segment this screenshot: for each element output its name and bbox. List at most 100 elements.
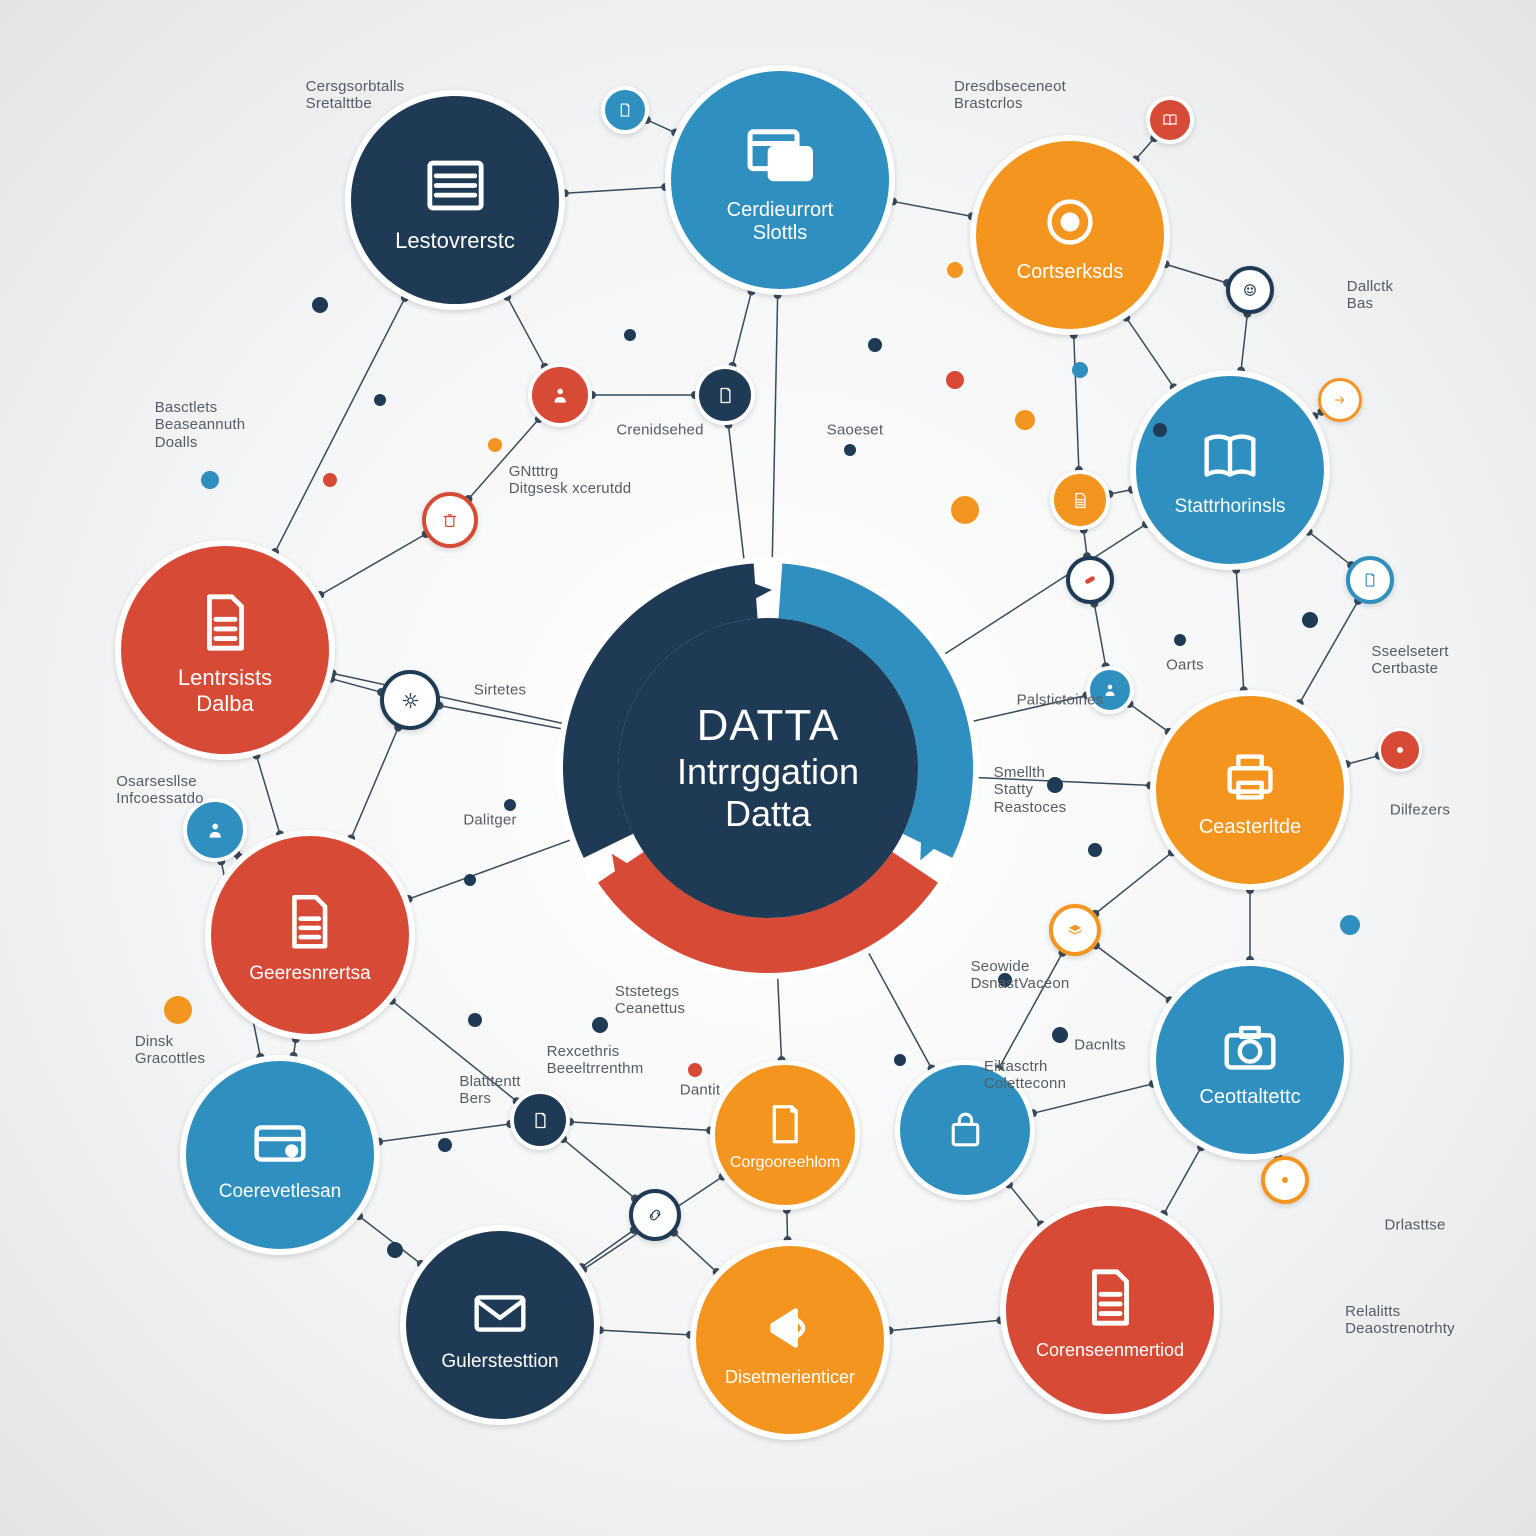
node-s11	[1049, 904, 1101, 956]
bag-icon	[941, 1106, 990, 1155]
node-label: Lentrsists Dalba	[172, 665, 278, 716]
node-label: Ceottaltettc	[1193, 1086, 1306, 1109]
node-n3: Cortserksds	[970, 135, 1170, 335]
node-s16	[1226, 266, 1274, 314]
pill-icon	[1081, 571, 1099, 589]
node-n11: Geeresnrertsa	[205, 830, 415, 1040]
node-n7: Corenseenmertiod	[1000, 1200, 1220, 1420]
person-icon	[1101, 681, 1119, 699]
gear-icon	[400, 690, 421, 711]
node-s14	[1146, 96, 1194, 144]
accent-dot	[374, 394, 386, 406]
book-icon	[1161, 111, 1179, 129]
accent-dot	[1015, 410, 1035, 430]
printer-icon	[1215, 742, 1285, 812]
floating-label: Basctlets Beaseannuth Doalls	[155, 399, 246, 451]
accent-dot	[464, 874, 476, 886]
accent-dot	[323, 473, 337, 487]
floating-label: Crenidsehed	[616, 421, 703, 438]
accent-dot	[1088, 843, 1102, 857]
node-s3	[422, 492, 478, 548]
accent-dot	[951, 496, 979, 524]
node-s1	[528, 363, 592, 427]
accent-dot	[624, 329, 636, 341]
floating-label: Palstictoines	[1017, 691, 1104, 708]
floating-label: Dresdbseceneot Brastcrlos	[954, 78, 1066, 113]
node-n9: Gulerstesttion	[400, 1225, 600, 1425]
accent-dot	[894, 1054, 906, 1066]
node-label: Corgooreehlom	[724, 1154, 846, 1172]
node-s13	[1346, 556, 1394, 604]
trash-icon	[440, 510, 460, 530]
accent-dot	[1052, 1027, 1068, 1043]
accent-dot	[387, 1242, 403, 1258]
doc-icon	[187, 584, 264, 661]
accent-dot	[1340, 915, 1360, 935]
node-n5: Ceasterltde	[1150, 690, 1350, 890]
node-label: Corenseenmertiod	[1030, 1340, 1190, 1361]
floating-label: Oarts	[1166, 656, 1204, 673]
floating-label: Seowide DsnastVaceon	[971, 958, 1070, 993]
doc-icon	[1072, 1259, 1149, 1336]
page-icon	[759, 1098, 812, 1151]
camera-icon	[1215, 1012, 1285, 1082]
accent-dot	[488, 438, 502, 452]
floating-label: Dacnlts	[1074, 1036, 1125, 1053]
floating-label: Osarsesllse Infcoessatdo	[116, 773, 203, 808]
node-n1: Lestovrerstc	[345, 90, 565, 310]
floating-label: Sseelsetert Certbaste	[1371, 643, 1448, 678]
horn-icon	[755, 1293, 825, 1363]
browser-icon	[740, 115, 821, 196]
accent-dot	[438, 1138, 452, 1152]
node-label: Coerevetlesan	[213, 1181, 348, 1203]
floating-label: Rexcethris Beeeltrrenthm	[547, 1043, 644, 1078]
accent-dot	[946, 371, 964, 389]
floating-label: Blatttentt Bers	[459, 1073, 520, 1108]
node-s12	[1261, 1156, 1309, 1204]
node-label: Gulerstesttion	[435, 1351, 564, 1373]
accent-dot	[312, 297, 328, 313]
center-title-line1: DATTA	[697, 701, 840, 751]
accent-dot	[1174, 634, 1186, 646]
node-label: Cerdieurrort Slottls	[721, 199, 840, 245]
node-label: Lestovrerstc	[389, 228, 521, 253]
node-n6: Ceottaltettc	[1150, 960, 1350, 1160]
doc-icon	[273, 885, 347, 959]
card-icon	[245, 1107, 315, 1177]
floating-label: Dantit	[680, 1081, 720, 1098]
smile-icon	[1241, 281, 1259, 299]
accent-dot	[1302, 612, 1318, 628]
node-label: Stattrhorinsls	[1169, 496, 1292, 518]
node-s8	[1050, 470, 1110, 530]
node-m1: Corgooreehlom	[710, 1060, 860, 1210]
floating-label: Saoeset	[827, 421, 883, 438]
accent-dot	[201, 471, 219, 489]
node-label: Cortserksds	[1011, 261, 1130, 284]
page-icon	[715, 385, 736, 406]
node-s15	[601, 86, 649, 134]
diagram-stage: DATTA Intrrggation Datta Lestovrerstc Cer…	[0, 0, 1536, 1536]
link-icon	[646, 1206, 664, 1224]
node-s17	[1378, 728, 1422, 772]
node-s5	[183, 798, 247, 862]
center-title-line3: Datta	[725, 793, 811, 835]
center-hub: DATTA Intrrggation Datta	[553, 553, 983, 983]
dot-icon	[1391, 741, 1409, 759]
node-s18	[1318, 378, 1362, 422]
floating-label: Eiltasctrh Coletteconn	[984, 1058, 1066, 1093]
person-icon	[204, 819, 226, 841]
node-n8: Disetmerienticer	[690, 1240, 890, 1440]
floating-label: Ststetegs Ceanettus	[615, 983, 685, 1018]
floating-label: Cersgsorbtalls Sretalttbe	[306, 78, 405, 113]
page-icon	[1361, 571, 1379, 589]
node-n4: Stattrhorinsls	[1130, 370, 1330, 570]
node-n12: Lentrsists Dalba	[115, 540, 335, 760]
accent-dot	[164, 996, 192, 1024]
floating-label: Dalitger	[463, 811, 516, 828]
center-title-line2: Intrrggation	[677, 751, 859, 793]
accent-dot	[947, 262, 963, 278]
floating-label: Dilfezers	[1390, 801, 1450, 818]
accent-dot	[844, 444, 856, 456]
page-icon	[616, 101, 634, 119]
page-icon	[530, 1110, 551, 1131]
